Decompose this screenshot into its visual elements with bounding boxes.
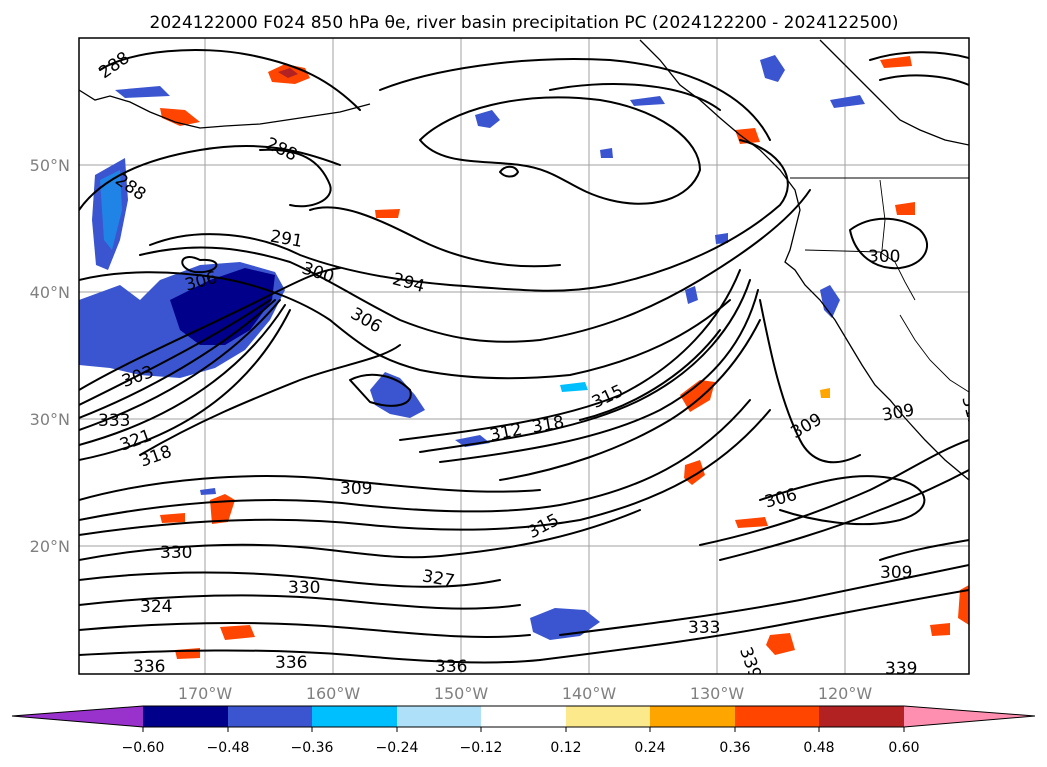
contour-label: 330 [288,578,320,598]
colorbar-tick-label: −0.60 [122,740,165,756]
contour-label: 324 [140,597,172,617]
lon-label: 170°W [178,684,233,703]
theta-e-contours [79,49,969,664]
colorbar-segment [481,706,566,727]
contour-label: 336 [275,653,307,673]
contour-label: 330 [160,543,192,563]
colorbar-tick-label: −0.48 [207,740,250,756]
contour-label: 309 [340,479,372,499]
lat-label: 30°N [30,410,70,429]
coastlines [79,39,969,481]
lat-label: 20°N [30,537,70,556]
lon-label: 120°W [818,684,873,703]
map-title: 2024122000 F024 850 hPa θe, river basin … [150,13,899,33]
colorbar-extend-high [904,706,1035,727]
colorbar-tick-label: 0.48 [803,740,834,756]
latitude-labels: 50°N 40°N 30°N 20°N [30,156,70,556]
contour-label: 300 [868,247,900,267]
contour-label: 333 [688,618,720,638]
colorbar-segment [143,706,228,727]
lon-label: 140°W [562,684,617,703]
colorbar-segment [566,706,650,727]
colorbar: −0.60 −0.48 −0.36 −0.24 −0.12 0.12 0.24 … [11,705,1036,756]
colorbar-tick-label: 0.36 [719,740,750,756]
contour-label: 336 [435,657,467,677]
map-border [78,37,970,675]
colorbar-segment [735,706,819,727]
colorbar-segment [228,706,312,727]
lon-label: 130°W [690,684,745,703]
colorbar-extend-low [12,706,143,727]
lon-label: 150°W [434,684,489,703]
longitude-labels: 170°W 160°W 150°W 140°W 130°W 120°W [178,684,873,703]
contour-label: 312 [957,394,985,431]
colorbar-tick-label: 0.12 [550,740,581,756]
contour-label: 333 [98,411,130,431]
contour-label: 309 [880,563,912,583]
colorbar-segment [397,706,481,727]
colorbar-tick-label: 0.60 [888,740,919,756]
contour-label: 336 [133,657,165,677]
gridlines [79,38,969,674]
colorbar-segment [312,706,397,727]
colorbar-tick-label: −0.12 [460,740,503,756]
lon-label: 160°W [306,684,361,703]
colorbar-tick-label: −0.24 [376,740,419,756]
contour-label: 339 [885,659,917,679]
colorbar-ticks [142,727,905,732]
precip-negative-shading [79,55,865,640]
colorbar-segment [819,706,904,727]
colorbar-segment [650,706,735,727]
colorbar-tick-label: −0.36 [291,740,334,756]
lat-label: 40°N [30,283,70,302]
lat-label: 50°N [30,156,70,175]
colorbar-tick-label: 0.24 [634,740,665,756]
